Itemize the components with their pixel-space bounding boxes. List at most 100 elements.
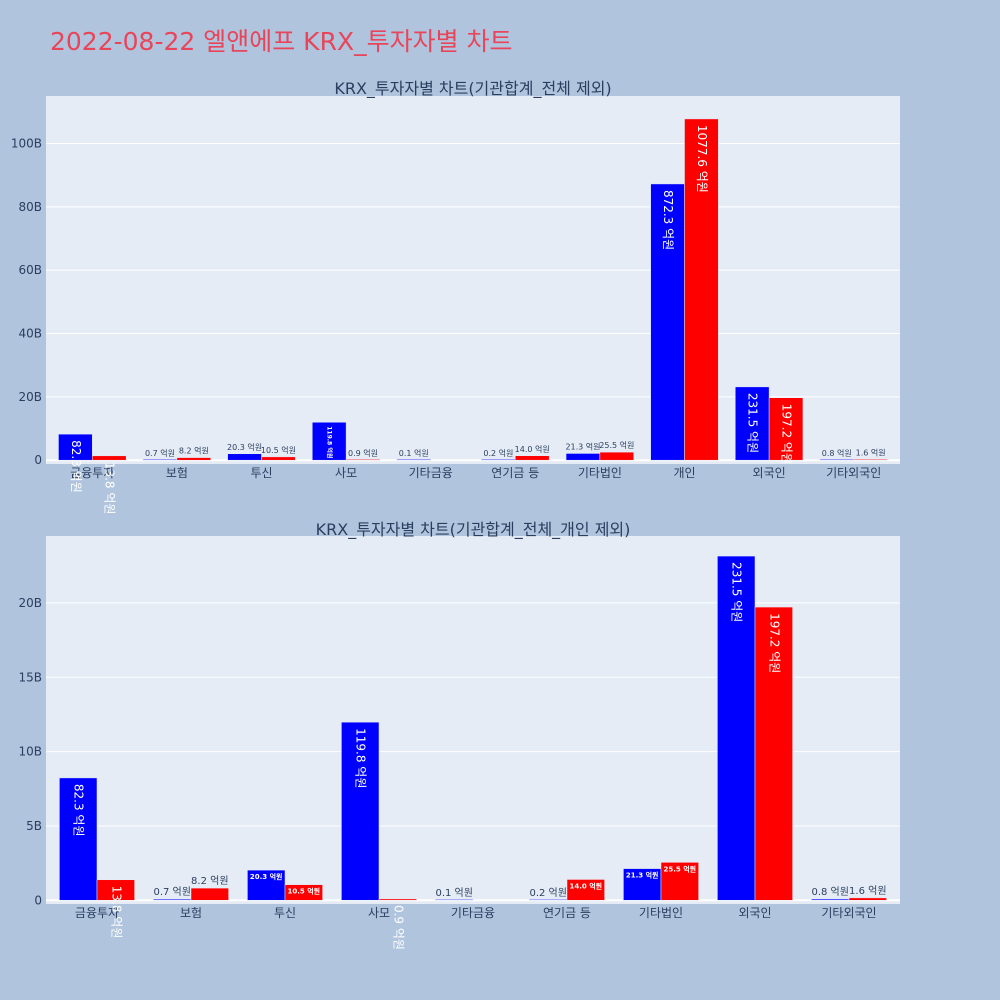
bar (717, 555, 756, 901)
y-tick-label: 0 (34, 453, 42, 467)
data-label: 10.5 억원 (261, 445, 296, 455)
data-label: 1077.6 억원 (695, 125, 709, 193)
bar (623, 868, 662, 901)
y-tick-label: 100B (11, 137, 42, 151)
data-label: 10.5 억원 (288, 887, 321, 896)
data-label: 872.3 억원 (661, 190, 675, 250)
x-tick-label: 연기금 등 (543, 906, 591, 920)
bar (650, 183, 685, 461)
bar (92, 455, 127, 461)
chart-top: 0 20B 40B 60B 80B 100B KRX_투자자별 차트(기관합계_전체 제외)… (11, 79, 900, 514)
y-tick-label: 0 (34, 893, 42, 907)
data-label: 0.1 억원 (399, 448, 429, 458)
bar (515, 455, 550, 461)
bar (58, 433, 93, 461)
x-tick-label: 기타법인 (578, 466, 622, 480)
bar (261, 456, 296, 461)
x-tick-label: 외국인 (753, 466, 786, 480)
y-tick-label: 20B (18, 596, 42, 610)
bar (811, 898, 850, 901)
bar (396, 459, 431, 461)
bar (529, 899, 568, 901)
data-label: 0.8 억원 (822, 448, 852, 458)
y-tick-label: 80B (18, 200, 42, 214)
data-label: 0.2 억원 (483, 448, 513, 458)
data-label: 231.5 억원 (746, 393, 760, 453)
data-label: 21.3 억원 (565, 441, 600, 451)
data-label: 13.8 억원 (109, 886, 123, 939)
data-label: 14.0 억원 (570, 881, 603, 890)
bar (599, 451, 634, 461)
bar (96, 879, 135, 901)
y-tick-label: 5B (26, 819, 42, 833)
bar (566, 879, 605, 901)
data-label: 0.2 억원 (529, 887, 566, 899)
x-tick-label: 기타금융 (409, 466, 453, 480)
chart-title: KRX_투자자별 차트(기관합계_전체_개인 제외) (316, 520, 631, 540)
x-tick-label: 금융투자 (70, 466, 114, 480)
page-title: 2022-08-22 엘앤에프 KRX_투자자별 차트 (50, 27, 513, 56)
bar (735, 386, 770, 461)
data-label: 0.8 억원 (811, 886, 848, 898)
x-tick-label: 사모 (335, 466, 357, 480)
data-label: 197.2 억원 (780, 404, 794, 464)
y-tick-label: 15B (18, 670, 42, 684)
x-tick-label: 투신 (274, 906, 296, 920)
data-label: 119.8 억원 (354, 728, 368, 788)
bar (853, 459, 888, 461)
data-label: 21.3 억원 (626, 871, 659, 880)
x-tick-label: 기타외국인 (826, 466, 881, 480)
data-label: 0.9 억원 (348, 448, 378, 458)
data-label: 25.5 억원 (599, 440, 634, 450)
bar (341, 721, 380, 901)
data-label: 20.3 억원 (227, 442, 262, 452)
bar (190, 887, 229, 901)
data-label: 0.7 억원 (153, 886, 190, 898)
x-tick-label: 개인 (673, 466, 695, 480)
data-label: 20.3 억원 (250, 872, 283, 881)
x-tick-label: 기타법인 (639, 906, 683, 920)
x-tick-label: 연기금 등 (491, 466, 539, 480)
data-label: 231.5 억원 (730, 562, 744, 622)
bar (378, 898, 417, 901)
data-label: 82.3 억원 (69, 440, 83, 493)
bar (176, 457, 211, 461)
bar (435, 899, 474, 901)
bar (345, 459, 381, 461)
data-label: 0.1 억원 (435, 887, 472, 899)
data-label: 197.2 억원 (767, 613, 781, 673)
y-tick-label: 40B (18, 327, 42, 341)
data-label: 0.7 억원 (145, 448, 175, 458)
data-label: 119.8 억원 (326, 426, 334, 458)
data-label: 0.9 억원 (391, 905, 405, 950)
x-tick-label: 투신 (250, 466, 272, 480)
x-tick-label: 기타금융 (451, 906, 495, 920)
x-tick-label: 보험 (180, 906, 202, 920)
bar (684, 118, 719, 461)
bar (247, 869, 286, 901)
x-tick-label: 금융투자 (75, 906, 119, 920)
bar (59, 777, 98, 901)
data-label: 14.0 억원 (515, 444, 550, 454)
x-tick-label: 사모 (368, 906, 390, 920)
data-label: 82.3 억원 (72, 784, 86, 837)
chart-title: KRX_투자자별 차트(기관합계_전체 제외) (334, 79, 611, 99)
data-label: 8.2 억원 (179, 446, 209, 456)
x-tick-label: 기타외국인 (821, 906, 876, 920)
data-label: 8.2 억원 (191, 875, 228, 887)
y-tick-label: 10B (18, 745, 42, 759)
bar (153, 898, 192, 901)
bar (848, 897, 887, 901)
x-tick-label: 보험 (166, 466, 188, 480)
bar (754, 606, 793, 901)
y-tick-label: 60B (18, 263, 42, 277)
bar (284, 884, 323, 901)
y-tick-label: 20B (18, 390, 42, 404)
bar (660, 862, 699, 901)
data-label: 1.6 억원 (856, 448, 886, 458)
data-label: 25.5 억원 (664, 864, 697, 873)
data-label: 1.6 억원 (849, 885, 886, 897)
data-label: 13.8 억원 (103, 462, 117, 515)
